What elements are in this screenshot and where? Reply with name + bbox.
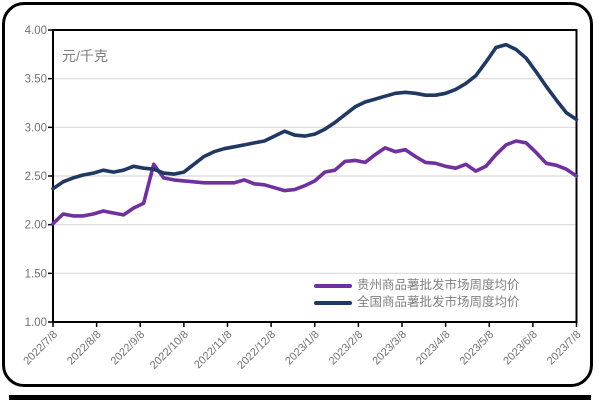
x-axis-tick-label: 2022/10/8 [148,329,191,372]
x-axis-tick-label: 2023/3/8 [370,329,409,368]
x-axis-tick-label: 2022/8/8 [65,329,104,368]
unit-label: 元/千克 [62,48,108,64]
y-axis-tick-label: 3.00 [25,122,47,134]
y-axis-tick-label: 1.50 [25,268,47,280]
x-axis-tick-label: 2022/7/8 [21,329,60,368]
x-axis-tick-label: 2023/5/8 [458,329,497,368]
legend-label-national: 全国商品薯批发市场周度均价 [357,295,520,309]
x-axis-tick-label: 2023/6/8 [501,329,540,368]
legend-label-guizhou: 贵州商品薯批发市场周度均价 [357,278,520,292]
legend: 贵州商品薯批发市场周度均价 全国商品薯批发市场周度均价 [314,277,520,311]
legend-swatch-guizhou-icon [314,283,352,288]
x-axis-tick-label: 2023/7/8 [545,329,584,368]
y-axis-tick-label: 1.00 [25,317,47,329]
bottom-strip [9,395,591,400]
y-axis-tick-label: 4.00 [25,25,47,37]
legend-item-guizhou: 贵州商品薯批发市场周度均价 [314,277,520,294]
x-axis-tick-label: 2023/4/8 [414,329,453,368]
x-axis-tick-label: 2023/1/8 [283,329,322,368]
guizhou-price-line [51,139,579,226]
y-axis-tick-label: 2.50 [25,171,47,183]
legend-swatch-national-icon [314,300,352,305]
x-axis-tick-label: 2022/9/8 [109,329,148,368]
y-axis-tick-label: 3.50 [25,74,47,86]
legend-item-national: 全国商品薯批发市场周度均价 [314,294,520,311]
x-axis-tick-label: 2023/2/8 [327,329,366,368]
gridlines [53,78,577,274]
x-axis-tick-label: 2022/11/8 [192,329,235,372]
y-axis-tick-label: 2.00 [25,220,47,232]
national-price-line [51,42,579,191]
y-axis: 1.00 1.50 2.00 2.50 3.00 3.50 4.00 [25,25,53,329]
x-axis-tick-label: 2022/12/8 [235,329,278,372]
x-axis: 2022/7/8 2022/8/8 2022/9/8 2022/10/8 2022/11… [21,322,584,372]
